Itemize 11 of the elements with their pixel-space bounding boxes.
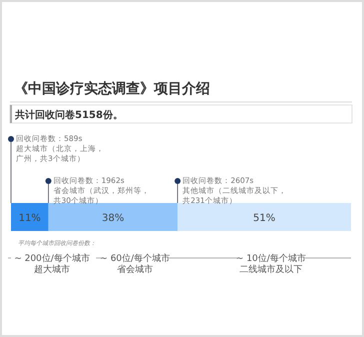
text: 超大城市 — [34, 264, 70, 275]
chart-subtitle: 共计回收问卷5158份。 — [14, 109, 123, 121]
text: ~ 10位/每个城市 — [236, 253, 306, 264]
data-label: 38% — [102, 213, 124, 224]
text: 二线城市及以下 — [240, 264, 302, 275]
text: ~ 60位/每个城市 — [100, 253, 170, 264]
data-label: 51% — [253, 213, 276, 224]
data-label: 11% — [18, 213, 41, 224]
chart-title: 《中国诊疗实态调查》项目介绍 — [14, 80, 210, 97]
text: ~ 200位/每个城市 — [14, 253, 90, 264]
text: 省会城市 — [117, 264, 153, 275]
